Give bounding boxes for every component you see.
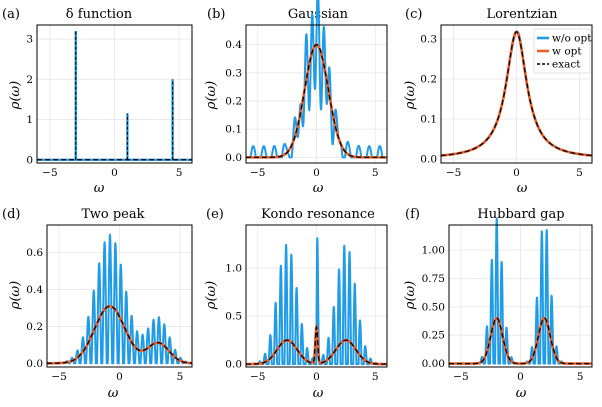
x-tick-label: 0 — [111, 167, 118, 179]
y-tick-label: 2 — [26, 74, 33, 86]
x-tick-label: 0 — [116, 371, 123, 383]
panel-a: δ function (a) ω ρ(ω) −5 0 5 0 1 2 3 — [2, 7, 193, 196]
y-tick-label: 0.1 — [225, 124, 242, 136]
legend-label: w/o opt — [552, 33, 592, 45]
panel-title: Hubbard gap — [477, 207, 564, 222]
x-axis-label: ω — [313, 181, 324, 196]
panel-label: (f) — [405, 207, 420, 222]
x-tick-label: −5 — [250, 167, 265, 179]
y-tick-label: 0.2 — [26, 321, 43, 333]
legend-label: exact — [552, 59, 581, 71]
series-exact-line — [246, 325, 387, 365]
x-tick-label: 0 — [313, 371, 320, 383]
y-tick-label: 0.3 — [225, 67, 242, 79]
plot-frame — [46, 224, 193, 368]
plot-frame — [440, 24, 593, 164]
x-tick-label: 5 — [577, 371, 584, 383]
y-tick-label: 0.50 — [422, 301, 445, 313]
x-tick-label: 0 — [313, 167, 320, 179]
y-axis-label: ρ(ω) — [403, 81, 418, 110]
x-axis-label: ω — [517, 181, 528, 196]
panel-label: (e) — [206, 207, 224, 222]
y-axis-label: ρ(ω) — [8, 81, 23, 110]
y-tick-label: 0.2 — [420, 74, 437, 86]
series-w-opt-line — [449, 316, 592, 365]
plot-frame — [448, 224, 593, 368]
y-tick-label: 0.4 — [26, 284, 43, 296]
x-tick-label: −5 — [453, 371, 468, 383]
panel-label: (a) — [2, 7, 20, 22]
series-exact-line — [246, 44, 387, 159]
y-axis-label: ρ(ω) — [204, 81, 219, 110]
y-tick-label: 0.5 — [225, 311, 242, 323]
y-tick-label: 0.0 — [420, 154, 437, 166]
x-axis-label: ω — [516, 386, 527, 401]
y-axis-label: ρ(ω) — [204, 281, 219, 310]
x-axis-label: ω — [313, 386, 324, 401]
y-tick-label: 0.00 — [422, 358, 445, 370]
panel-label: (b) — [207, 7, 225, 22]
panel-f: Hubbard gap (f) ω ρ(ω) −5 0 5 0.00 0.25 0.50 0… — [403, 207, 593, 401]
y-tick-label: 0.3 — [420, 34, 437, 46]
x-tick-label: 5 — [176, 167, 183, 179]
y-tick-label: 1.0 — [225, 263, 242, 275]
panel-label: (d) — [2, 207, 20, 222]
x-axis-label: ω — [108, 386, 119, 401]
y-tick-label: 1 — [26, 114, 33, 126]
y-tick-label: 0.4 — [225, 39, 242, 51]
series-exact-line — [440, 31, 593, 157]
y-tick-label: 0 — [26, 154, 33, 166]
y-tick-label: 0.75 — [422, 273, 445, 285]
y-tick-label: 1.00 — [422, 244, 445, 256]
series-wo-opt-line — [245, 237, 388, 366]
x-tick-label: −5 — [446, 167, 461, 179]
x-tick-label: 0 — [513, 167, 520, 179]
plot-frame — [245, 224, 388, 368]
y-tick-label: 0.0 — [225, 359, 242, 371]
x-tick-label: −5 — [51, 371, 66, 383]
x-tick-label: −5 — [42, 167, 57, 179]
y-tick-label: 0.1 — [420, 114, 437, 126]
legend-label: w opt — [552, 46, 582, 58]
series-exact-line — [47, 305, 193, 364]
x-axis-label: ω — [94, 181, 105, 196]
y-axis-label: ρ(ω) — [8, 281, 23, 310]
plot-frame — [36, 24, 193, 164]
y-tick-label: 0.25 — [422, 330, 445, 342]
x-tick-label: 0 — [517, 371, 524, 383]
y-tick-label: 0.0 — [26, 358, 43, 370]
panel-b: Gaussian (b) ω ρ(ω) −5 0 50.00.10.20.30.4 — [204, 0, 388, 196]
x-tick-label: 5 — [177, 371, 184, 383]
y-tick-label: 0.0 — [225, 152, 242, 164]
panel-title: Lorentzian — [486, 7, 558, 22]
y-tick-label: 3 — [26, 34, 33, 46]
panel-e: Kondo resonance (e) ω ρ(ω) −5 0 5 0.0 0.5 1.0 — [204, 207, 388, 401]
panel-title: Kondo resonance — [261, 207, 375, 222]
y-axis-label: ρ(ω) — [403, 281, 418, 310]
panel-title: δ function — [66, 7, 133, 22]
panel-c: Lorentzian (c) ω ρ(ω) −5 0 5 0.0 0.1 0.2 0.3 w/… — [403, 7, 593, 196]
panel-title: Two peak — [82, 207, 145, 222]
x-tick-label: 5 — [372, 371, 379, 383]
y-tick-label: 0.2 — [225, 96, 242, 108]
y-tick-label: 0.6 — [26, 247, 43, 259]
panel-label: (c) — [405, 7, 422, 22]
plot-frame — [245, 24, 388, 164]
panel-d: Two peak (d) ω ρ(ω) −5 0 5 0.0 0.2 0.4 0.6 — [2, 207, 193, 401]
x-tick-label: 5 — [372, 167, 379, 179]
x-tick-label: 5 — [576, 167, 583, 179]
x-tick-label: −5 — [250, 371, 265, 383]
